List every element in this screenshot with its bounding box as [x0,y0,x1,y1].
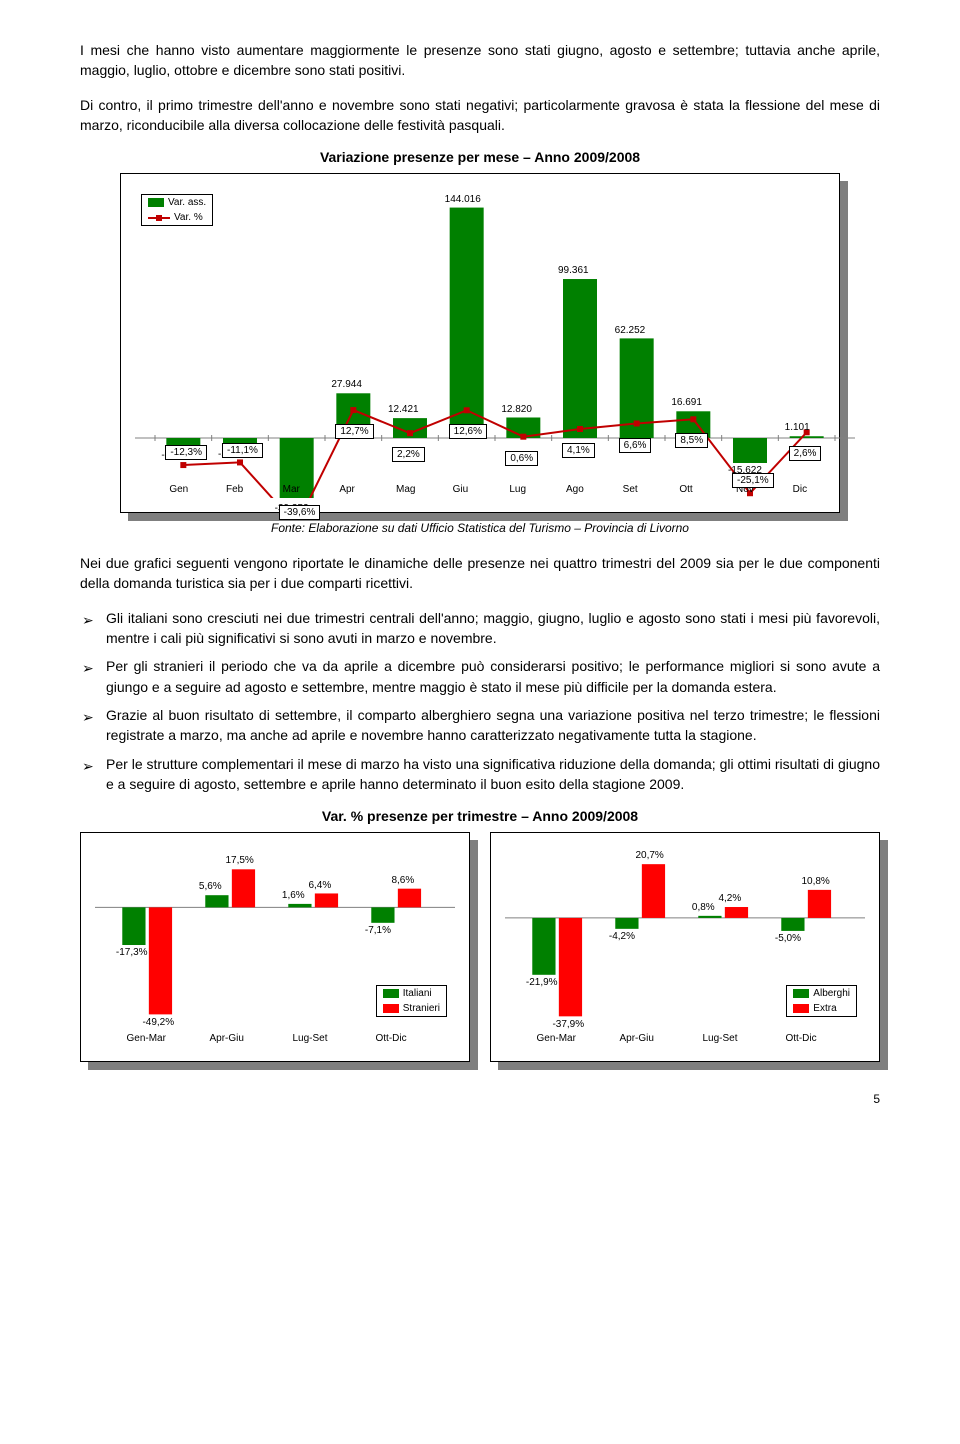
arrow-icon: ➢ [82,756,94,776]
chart1-area: -6.069Gen-5.626Feb-39.352Mar27.944Apr12.… [135,188,855,498]
bullet-item: ➢Per gli stranieri il periodo che va da … [80,656,880,697]
chart2a-area: -17,3%-49,2%Gen-Mar5,6%17,5%Apr-Giu1,6%6… [95,847,455,1047]
bullet-item: ➢Grazie al buon risultato di settembre, … [80,705,880,746]
intro-paragraph-1: I mesi che hanno visto aumentare maggior… [80,40,880,81]
page-number: 5 [80,1092,880,1106]
bullet-item: ➢Gli italiani sono cresciuti nei due tri… [80,608,880,649]
chart2-title: Var. % presenze per trimestre – Anno 200… [80,808,880,824]
bullet-item: ➢Per le strutture complementari il mese … [80,754,880,795]
chart-source: Fonte: Elaborazione su dati Ufficio Stat… [80,521,880,535]
bullet-list: ➢Gli italiani sono cresciuti nei due tri… [80,608,880,794]
intro-paragraph-2: Di contro, il primo trimestre dell'anno … [80,95,880,136]
chart1-title: Variazione presenze per mese – Anno 2009… [80,149,880,165]
arrow-icon: ➢ [82,610,94,630]
arrow-icon: ➢ [82,658,94,678]
arrow-icon: ➢ [82,707,94,727]
mid-paragraph: Nei due grafici seguenti vengono riporta… [80,553,880,594]
chart2b-area: -21,9%-37,9%Gen-Mar-4,2%20,7%Apr-Giu0,8%… [505,847,865,1047]
